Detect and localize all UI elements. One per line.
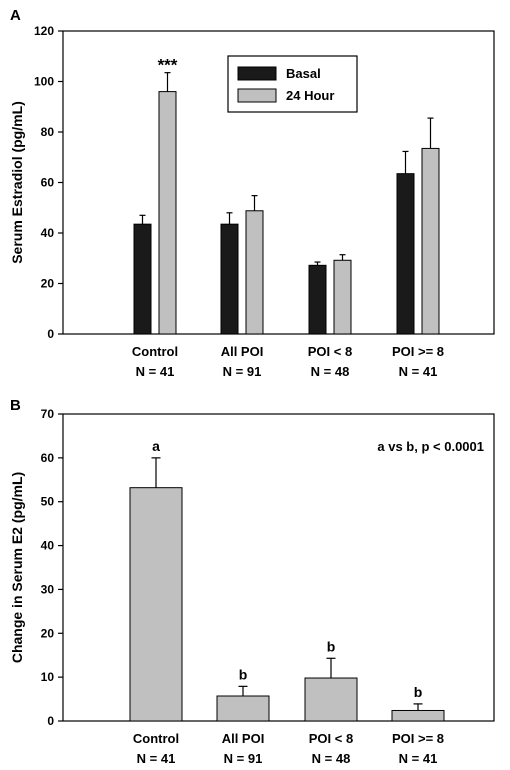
y-tick-label: 40 (41, 226, 55, 240)
bar (396, 173, 415, 335)
y-tick-label: 60 (41, 176, 55, 190)
significance-letter: b (327, 638, 336, 654)
x-category-n-label: N = 41 (399, 364, 438, 379)
y-tick-label: 80 (41, 125, 55, 139)
significance-note: a vs b, p < 0.0001 (377, 439, 484, 454)
bar (391, 709, 445, 722)
legend-swatch (237, 88, 277, 103)
y-tick-label: 0 (47, 327, 54, 341)
y-tick-label: 20 (41, 277, 55, 291)
panel-a: A 0 20 40 60 80 100 120 Serum Estradiol (pg/mL) C… (9, 7, 495, 379)
x-category-n-label: N = 91 (224, 751, 263, 766)
x-category-n-label: N = 91 (223, 364, 262, 379)
panel-b: B 0 10 20 30 40 50 60 70 Change in Serum E2 (pg/m… (9, 397, 495, 766)
x-category-label: All POI (221, 344, 264, 359)
x-category-label: POI < 8 (308, 344, 352, 359)
x-category-n-label: N = 48 (312, 751, 351, 766)
significance-letter: a (152, 438, 160, 454)
bar (333, 259, 352, 335)
y-tick-label: 0 (47, 714, 54, 728)
x-category-n-label: N = 48 (311, 364, 350, 379)
x-category-n-label: N = 41 (136, 364, 175, 379)
bar (304, 677, 358, 722)
bar (158, 91, 177, 335)
y-tick-label: 20 (41, 626, 55, 640)
y-tick-label: 120 (34, 24, 54, 38)
bar (220, 223, 239, 335)
x-category-label: Control (132, 344, 178, 359)
legend-box (227, 55, 358, 113)
y-tick-label: 100 (34, 75, 54, 89)
y-axis-label: Change in Serum E2 (pg/mL) (9, 472, 25, 663)
plot-frame (62, 413, 495, 722)
bar (245, 210, 264, 335)
y-tick-label: 60 (41, 451, 55, 465)
significance-letter: b (414, 684, 423, 700)
x-category-label: Control (133, 731, 179, 746)
legend-label: 24 Hour (286, 88, 334, 103)
x-category-label: POI >= 8 (392, 731, 444, 746)
x-category-n-label: N = 41 (137, 751, 176, 766)
y-axis-label: Serum Estradiol (pg/mL) (9, 101, 25, 264)
x-category-label: POI >= 8 (392, 344, 444, 359)
y-tick-label: 50 (41, 495, 55, 509)
bar (216, 695, 270, 722)
panel-label: B (10, 397, 21, 414)
bar (133, 223, 152, 335)
bar (129, 487, 183, 722)
significance-letter: b (239, 666, 248, 682)
legend-swatch (237, 66, 277, 81)
bar (308, 264, 327, 335)
x-category-label: POI < 8 (309, 731, 353, 746)
y-tick-label: 10 (41, 670, 55, 684)
significance-annotation: *** (158, 56, 178, 75)
y-tick-label: 30 (41, 582, 55, 596)
x-category-label: All POI (222, 731, 265, 746)
x-category-n-label: N = 41 (399, 751, 438, 766)
y-tick-label: 40 (41, 539, 55, 553)
y-tick-label: 70 (41, 407, 55, 421)
panel-label: A (10, 7, 21, 24)
legend: Basal 24 Hour (227, 55, 358, 113)
bar (421, 147, 440, 335)
legend-label: Basal (286, 66, 321, 81)
